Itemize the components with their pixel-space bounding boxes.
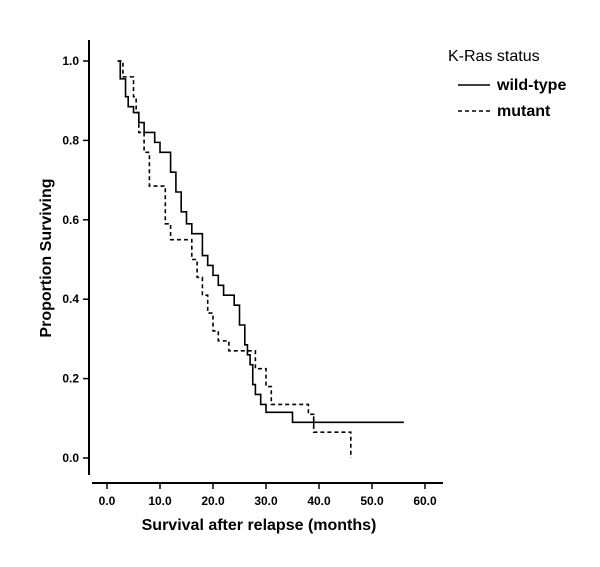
series-mutant-line [117, 60, 352, 458]
y-tick-label: 0.6 [62, 213, 79, 227]
x-tick-label: 60.0 [413, 494, 437, 508]
legend-title: K-Ras status [448, 48, 540, 65]
y-tick-label: 0.2 [62, 372, 79, 386]
y-tick-label: 0.8 [62, 133, 79, 147]
x-tick-label: 30.0 [254, 494, 278, 508]
x-axis-title: Survival after relapse (months) [142, 517, 377, 534]
y-tick-label: 0.0 [62, 451, 79, 465]
legend: K-Ras status wild-type mutant [448, 48, 566, 120]
x-tick-label: 10.0 [148, 494, 172, 508]
legend-label-mutant: mutant [497, 103, 551, 120]
legend-label-wild-type: wild-type [496, 77, 566, 94]
x-tick-label: 50.0 [360, 494, 384, 508]
x-tick-label: 0.0 [99, 494, 116, 508]
x-tick-label: 40.0 [307, 494, 331, 508]
y-axis-title: Proportion Surviving [38, 178, 55, 337]
x-tick-label: 20.0 [201, 494, 225, 508]
y-tick-label: 0.4 [62, 292, 79, 306]
y-tick-label: 1.0 [62, 54, 79, 68]
